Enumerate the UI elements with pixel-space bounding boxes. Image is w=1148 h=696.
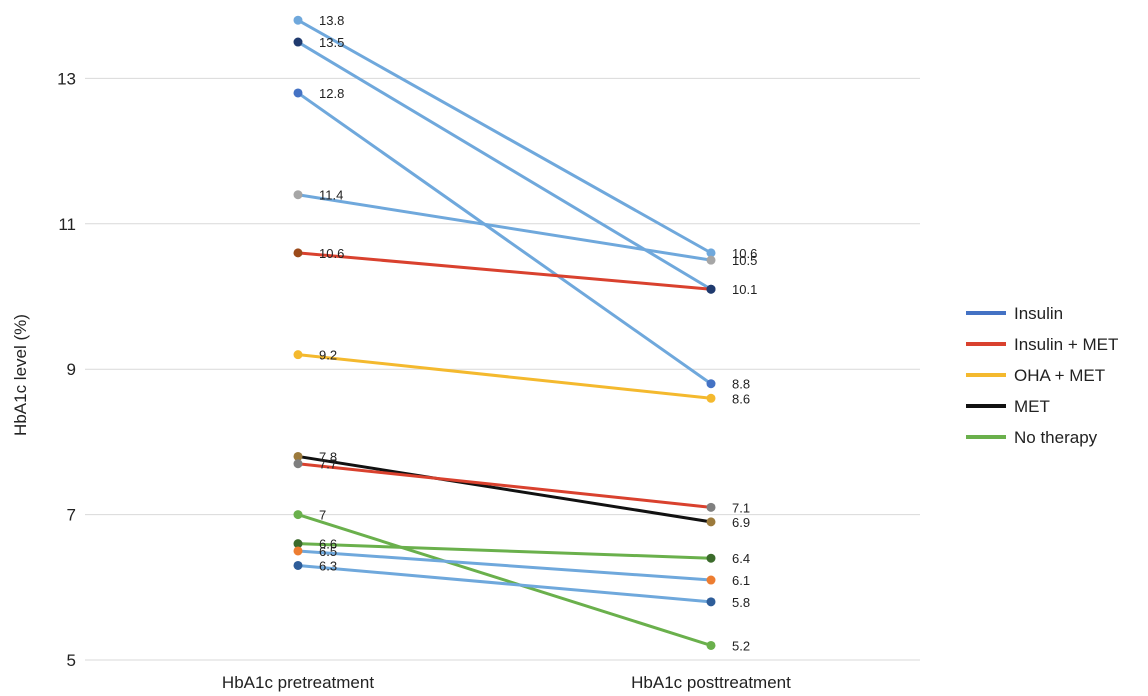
data-point [706, 284, 716, 294]
series-line [296, 18, 713, 255]
legend-label: MET [1014, 397, 1050, 416]
series-line [296, 542, 713, 560]
data-point [293, 546, 303, 556]
y-tick-labels: 5 7 9 11 13 [57, 69, 76, 670]
y-tick-label: 5 [67, 651, 76, 670]
data-point [706, 393, 716, 403]
series-line [296, 40, 713, 291]
series-line [296, 513, 713, 647]
data-label: 7.7 [319, 457, 337, 472]
x-category-label: HbA1c posttreatment [631, 673, 791, 692]
series-markers [293, 15, 716, 650]
data-point [293, 248, 303, 258]
data-point [293, 37, 303, 47]
series-line [296, 462, 713, 509]
data-label: 8.8 [732, 377, 750, 392]
legend-label: OHA + MET [1014, 366, 1105, 385]
data-label: 6.6 [319, 537, 337, 552]
data-point [706, 640, 716, 650]
data-point [706, 553, 716, 563]
series-line [296, 353, 713, 400]
data-point [293, 88, 303, 98]
data-label: 6.4 [732, 551, 750, 566]
data-point [706, 597, 716, 607]
series-line [296, 563, 713, 604]
data-label: 7 [319, 508, 326, 523]
data-labels: 13.810.613.510.112.88.811.410.510.69.28.… [319, 13, 757, 653]
series-line [296, 91, 713, 386]
data-point [293, 459, 303, 469]
y-axis-title: HbA1c level (%) [11, 314, 30, 436]
y-tick-label: 11 [58, 215, 76, 234]
data-label: 6.3 [319, 558, 337, 573]
x-category-label: HbA1c pretreatment [222, 673, 374, 692]
data-label: 10.6 [732, 246, 757, 261]
data-label: 6.1 [732, 573, 750, 588]
legend-label: Insulin [1014, 304, 1063, 323]
gridlines [85, 77, 920, 661]
data-point [706, 502, 716, 512]
data-label: 11.4 [319, 188, 343, 203]
data-point [293, 190, 303, 200]
series-line [296, 251, 713, 291]
data-label: 7.1 [732, 500, 750, 515]
data-label: 10.6 [319, 246, 344, 261]
data-label: 6.5 [319, 544, 337, 559]
data-point [293, 539, 303, 549]
data-label: 6.9 [732, 515, 750, 530]
y-tick-label: 7 [67, 506, 76, 525]
data-label: 13.8 [319, 13, 344, 28]
series-line [296, 193, 713, 262]
data-point [293, 15, 303, 25]
data-label: 10.5 [732, 253, 757, 268]
data-label: 5.8 [732, 595, 750, 610]
series-line [296, 454, 713, 524]
data-label: 8.6 [732, 391, 750, 406]
data-point [706, 575, 716, 585]
data-label: 7.8 [319, 449, 337, 464]
data-point [293, 451, 303, 461]
data-label: 9.2 [319, 348, 337, 363]
y-tick-label: 9 [67, 360, 76, 379]
data-label: 10.1 [732, 282, 757, 297]
data-point [293, 510, 303, 520]
data-point [706, 255, 716, 265]
y-tick-label: 13 [57, 69, 76, 88]
data-point [293, 350, 303, 360]
data-label: 5.2 [732, 638, 750, 653]
data-point [706, 248, 716, 258]
data-label: 13.5 [319, 35, 344, 50]
series-line [296, 549, 713, 582]
series-lines [296, 18, 713, 647]
legend-label: No therapy [1014, 428, 1098, 447]
x-category-labels: HbA1c pretreatment HbA1c posttreatment [222, 673, 791, 692]
data-point [706, 379, 716, 389]
data-point [293, 560, 303, 570]
data-point [706, 517, 716, 527]
legend-label: Insulin + MET [1014, 335, 1118, 354]
data-label: 12.8 [319, 86, 344, 101]
legend: Insulin Insulin + MET OHA + MET MET No thera… [966, 304, 1118, 447]
